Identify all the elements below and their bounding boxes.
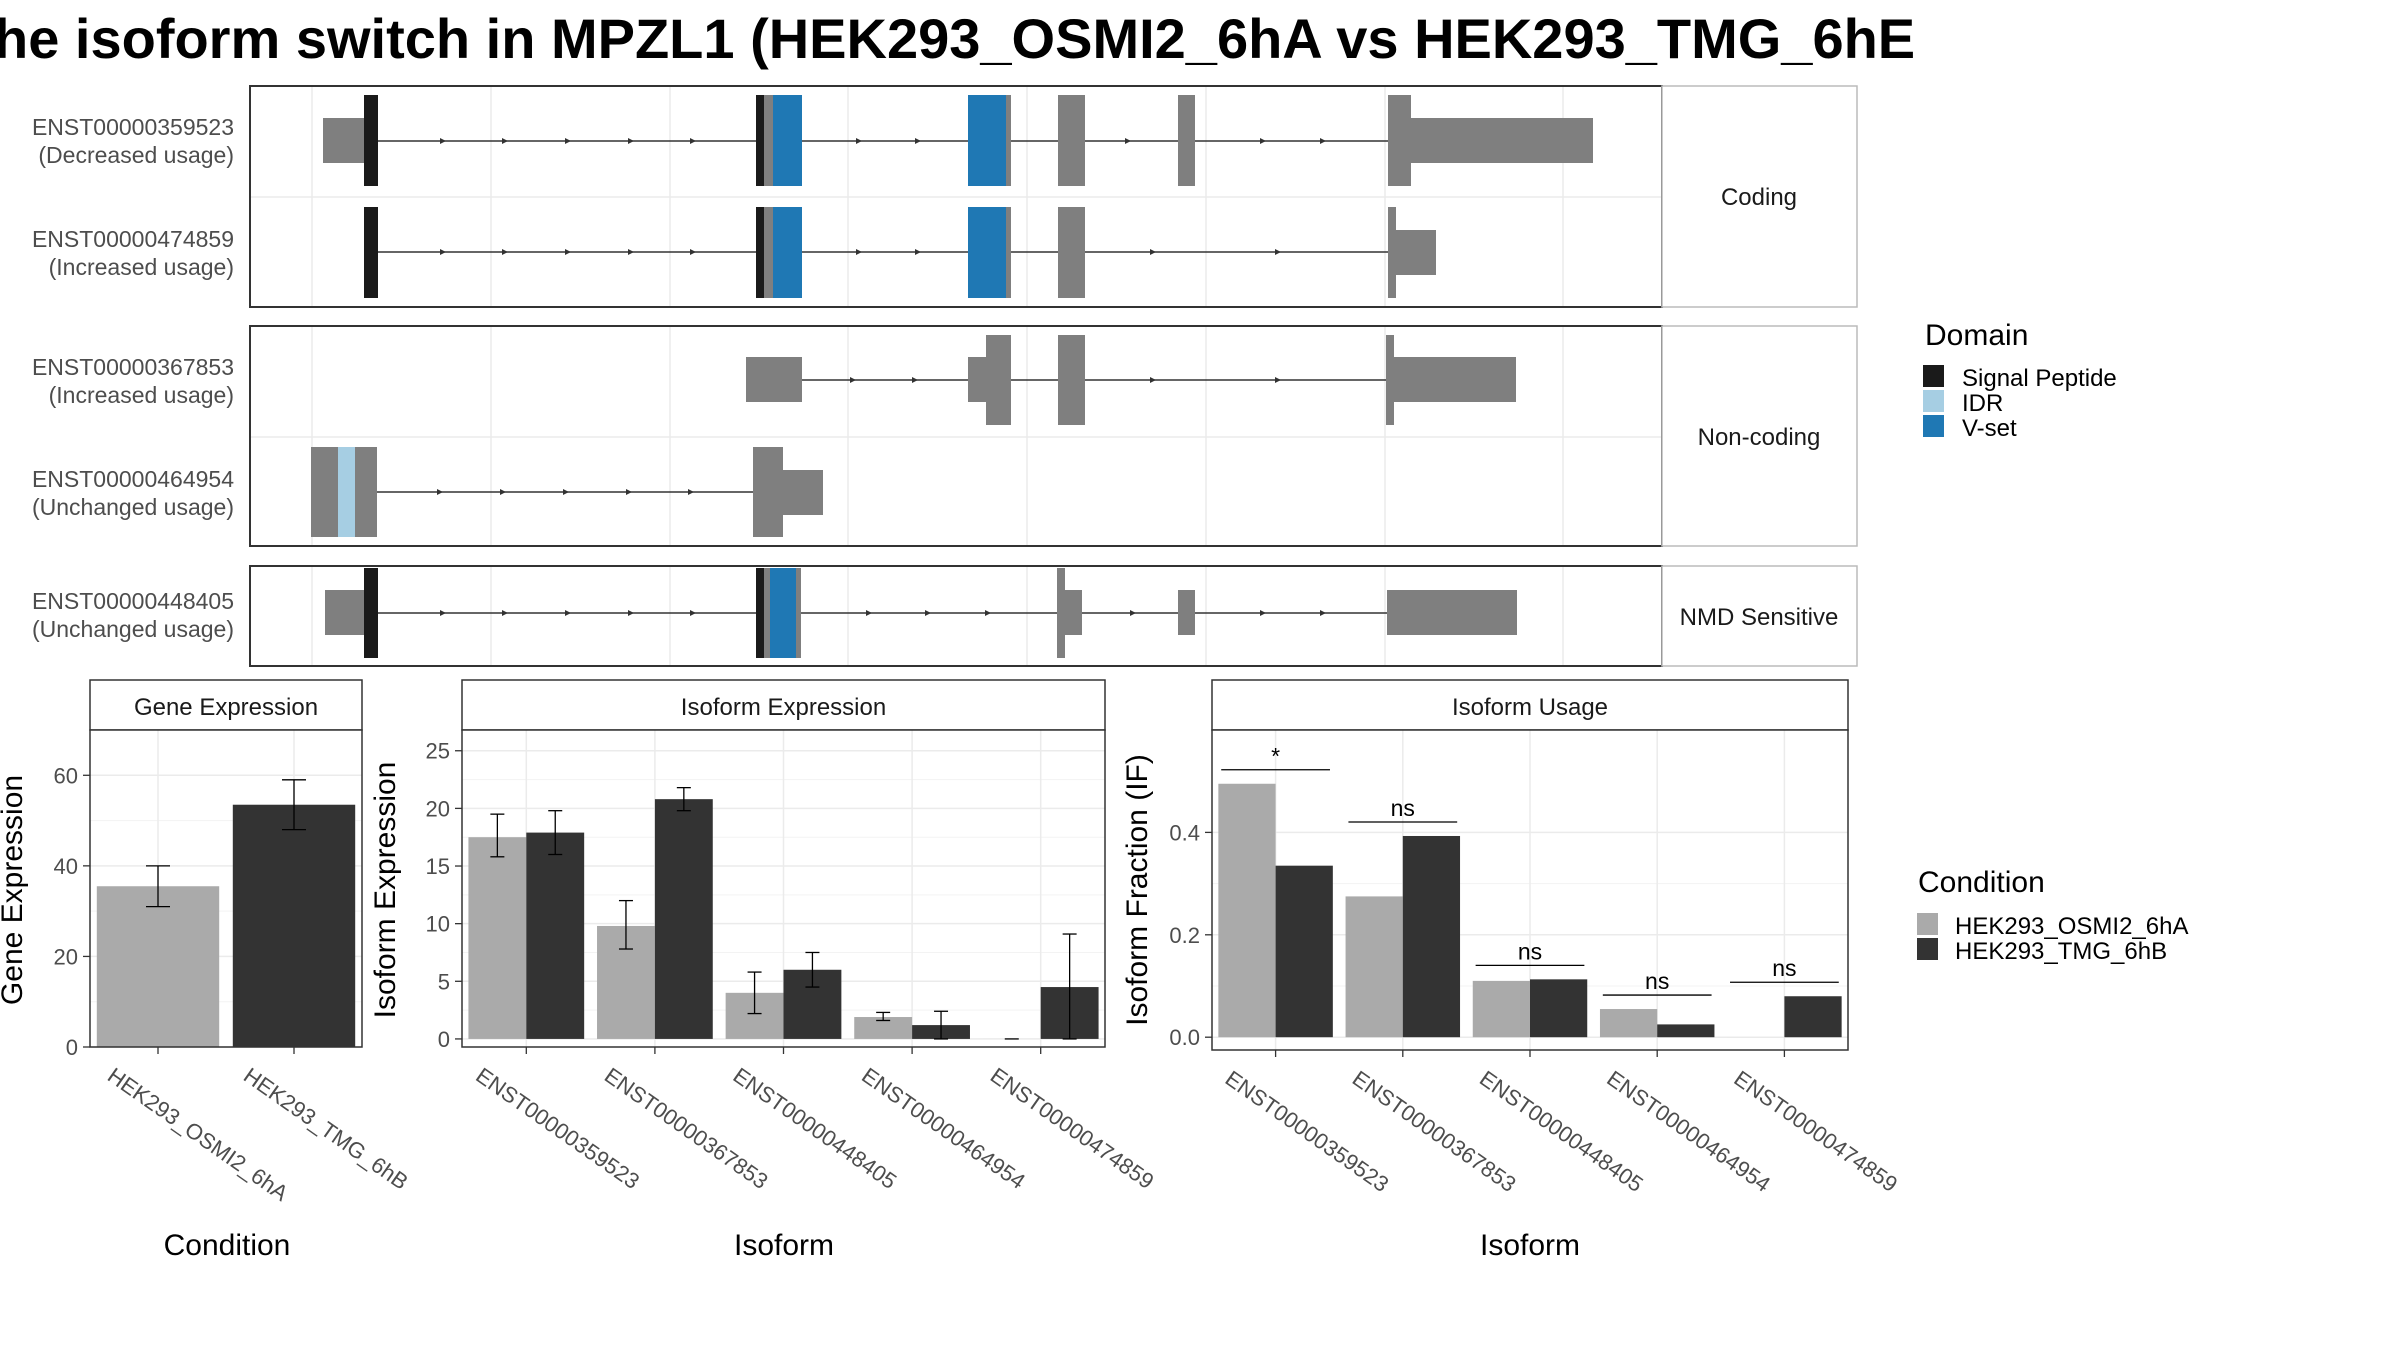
x-axis-title: Isoform bbox=[734, 1229, 834, 1262]
y-tick-label: 40 bbox=[54, 854, 78, 879]
figure-title: he isoform switch in MPZL1 (HEK293_OSMI2… bbox=[0, 7, 1915, 70]
significance-label: ns bbox=[1645, 968, 1669, 994]
transcript-track-4 bbox=[311, 447, 823, 537]
x-axis-title: Isoform bbox=[1480, 1229, 1580, 1262]
y-tick-label: 0.4 bbox=[1169, 820, 1200, 845]
condition-legend-title: Condition bbox=[1918, 866, 2045, 899]
condition-legend: Condition HEK293_OSMI2_6hA HEK293_TMG_6h… bbox=[1917, 866, 2188, 965]
y-tick-label: 15 bbox=[426, 854, 450, 879]
transcript-id-2: ENST00000474859 bbox=[32, 226, 234, 252]
bar bbox=[1599, 1009, 1658, 1038]
transcript-id-3: ENST00000367853 bbox=[32, 354, 234, 380]
legend-swatch-cond-a bbox=[1917, 913, 1938, 935]
y-tick-label: 10 bbox=[426, 912, 450, 937]
transcript-structure: Coding Non-coding NMD Sensitive ENST0000… bbox=[32, 85, 1858, 667]
y-tick-label: 0 bbox=[438, 1027, 450, 1052]
coding-strip bbox=[1661, 85, 1858, 308]
bar bbox=[1402, 835, 1461, 1038]
transcript-track-2 bbox=[364, 207, 1436, 298]
transcript-id-1: ENST00000359523 bbox=[32, 114, 234, 140]
legend-swatch-vset bbox=[1923, 415, 1944, 437]
bar bbox=[1657, 1024, 1715, 1038]
structure-grid bbox=[251, 87, 1661, 665]
domain-legend-title: Domain bbox=[1925, 319, 2028, 352]
significance-label: ns bbox=[1772, 955, 1796, 981]
panel-border bbox=[89, 729, 363, 1048]
coding-strip-label: Coding bbox=[1721, 184, 1797, 211]
legend-label-vset: V-set bbox=[1962, 415, 2017, 442]
y-axis-title: Gene Expression bbox=[0, 775, 29, 1005]
transcript-track-3 bbox=[746, 335, 1516, 425]
x-axis-title: Condition bbox=[164, 1229, 291, 1262]
transcript-id-5: ENST00000448405 bbox=[32, 588, 234, 614]
y-tick-label: 0.0 bbox=[1169, 1025, 1200, 1050]
significance-label: ns bbox=[1391, 795, 1415, 821]
domain-legend: Domain Signal Peptide IDR V-set bbox=[1923, 319, 2117, 442]
noncoding-strip-label: Non-coding bbox=[1698, 424, 1821, 451]
bar bbox=[1472, 980, 1530, 1038]
y-tick-label: 5 bbox=[438, 969, 450, 994]
transcript-usage-5: (Unchanged usage) bbox=[32, 616, 234, 642]
nmd-strip bbox=[1661, 565, 1858, 667]
bar bbox=[1218, 783, 1276, 1038]
bar bbox=[1784, 996, 1842, 1038]
significance-label: * bbox=[1271, 743, 1280, 769]
transcript-track-5 bbox=[325, 568, 1517, 658]
transcript-usage-2: (Increased usage) bbox=[49, 254, 234, 280]
y-axis-title: Isoform Expression bbox=[369, 762, 402, 1019]
legend-label-idr: IDR bbox=[1962, 390, 2003, 417]
y-tick-label: 20 bbox=[426, 796, 450, 821]
bar bbox=[526, 832, 585, 1039]
panel-strip-title: Isoform Usage bbox=[1452, 694, 1608, 721]
isoform-expression-chart: Isoform Expression0510152025ENST00000359… bbox=[369, 679, 1158, 1262]
legend-swatch-idr bbox=[1923, 390, 1944, 412]
transcript-id-4: ENST00000464954 bbox=[32, 466, 234, 492]
nmd-strip-label: NMD Sensitive bbox=[1680, 604, 1839, 631]
bar bbox=[1345, 896, 1403, 1038]
transcript-track-1 bbox=[323, 95, 1593, 186]
bar bbox=[232, 804, 356, 1047]
transcript-usage-3: (Increased usage) bbox=[49, 382, 234, 408]
legend-label-signal-peptide: Signal Peptide bbox=[1962, 365, 2117, 392]
y-axis-title: Isoform Fraction (IF) bbox=[1121, 754, 1154, 1026]
legend-swatch-signal-peptide bbox=[1923, 365, 1944, 387]
y-tick-label: 0 bbox=[66, 1035, 78, 1060]
legend-swatch-cond-b bbox=[1917, 938, 1938, 960]
bar bbox=[1530, 979, 1588, 1038]
transcript-usage-1: (Decreased usage) bbox=[38, 142, 234, 168]
transcript-usage-4: (Unchanged usage) bbox=[32, 494, 234, 520]
y-tick-label: 20 bbox=[54, 944, 78, 969]
bar bbox=[854, 1017, 913, 1039]
significance-label: ns bbox=[1518, 938, 1542, 964]
bar bbox=[468, 837, 527, 1039]
y-tick-label: 25 bbox=[426, 739, 450, 764]
panel-strip bbox=[1211, 679, 1849, 731]
panel-strip-title: Isoform Expression bbox=[681, 694, 886, 721]
gene-expression-chart: Gene Expression0204060HEK293_OSMI2_6hAHE… bbox=[0, 679, 413, 1262]
y-tick-label: 60 bbox=[54, 763, 78, 788]
bar bbox=[1275, 865, 1333, 1038]
y-tick-label: 0.2 bbox=[1169, 923, 1200, 948]
panel-strip-title: Gene Expression bbox=[134, 694, 318, 721]
legend-label-cond-a: HEK293_OSMI2_6hA bbox=[1955, 913, 2188, 940]
bar bbox=[96, 886, 220, 1047]
noncoding-strip bbox=[1661, 325, 1858, 547]
bar bbox=[654, 799, 713, 1039]
legend-label-cond-b: HEK293_TMG_6hB bbox=[1955, 938, 2167, 965]
